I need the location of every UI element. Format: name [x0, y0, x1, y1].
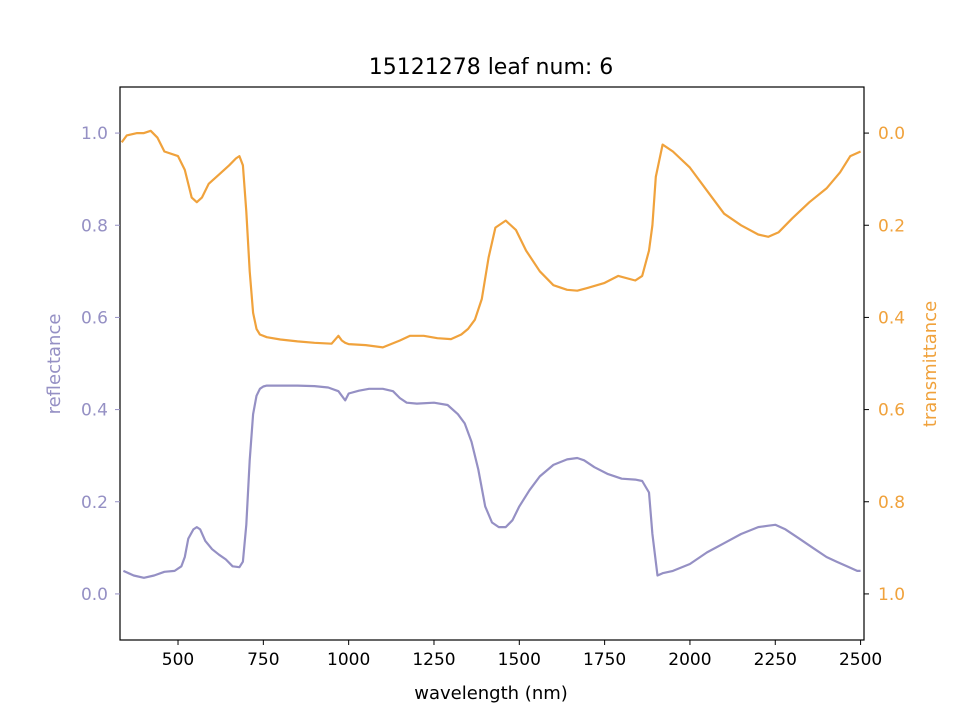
y-axis-left: 0.0 0.2 0.4 0.6 0.8 1.0: [81, 124, 120, 605]
y-axis-right-label: transmittance: [920, 301, 941, 427]
x-tick-label: 1500: [498, 650, 541, 670]
x-tick-label: 1250: [412, 650, 455, 670]
y-left-tick-label: 0.4: [81, 401, 108, 421]
y-right-tick-label: 0.0: [878, 124, 905, 144]
x-tick-label: 2250: [754, 650, 797, 670]
x-tick-label: 2500: [839, 650, 882, 670]
y-left-tick-label: 0.2: [81, 493, 108, 513]
x-tick-label: 2000: [668, 650, 711, 670]
x-tick-label: 1750: [583, 650, 626, 670]
y-left-tick-label: 0.6: [81, 308, 108, 328]
y-right-tick-label: 1.0: [878, 585, 905, 605]
y-left-tick-label: 0.8: [81, 216, 108, 236]
y-right-tick-label: 0.8: [878, 493, 905, 513]
plot-area: [120, 129, 862, 579]
reflectance-line: [122, 384, 861, 579]
y-right-tick-label: 0.4: [878, 308, 905, 328]
x-axis-label: wavelength (nm): [414, 683, 568, 704]
y-axis-right: 0.0 0.2 0.4 0.6 0.8 1.0: [864, 124, 905, 605]
y-left-tick-label: 0.0: [81, 585, 108, 605]
y-left-tick-label: 1.0: [81, 124, 108, 144]
y-axis-left-label: reflectance: [44, 314, 65, 415]
x-tick-label: 1000: [327, 650, 370, 670]
x-axis: 500 750 1000 1250 1500 1750 2000 2250 2500: [162, 640, 882, 670]
chart-title: 15121278 leaf num: 6: [369, 55, 614, 80]
y-right-tick-label: 0.6: [878, 401, 905, 421]
y-right-tick-label: 0.2: [878, 216, 905, 236]
x-tick-label: 750: [247, 650, 279, 670]
plot-frame: [119, 86, 865, 641]
x-tick-label: 500: [162, 650, 194, 670]
transmittance-line: [120, 129, 862, 349]
